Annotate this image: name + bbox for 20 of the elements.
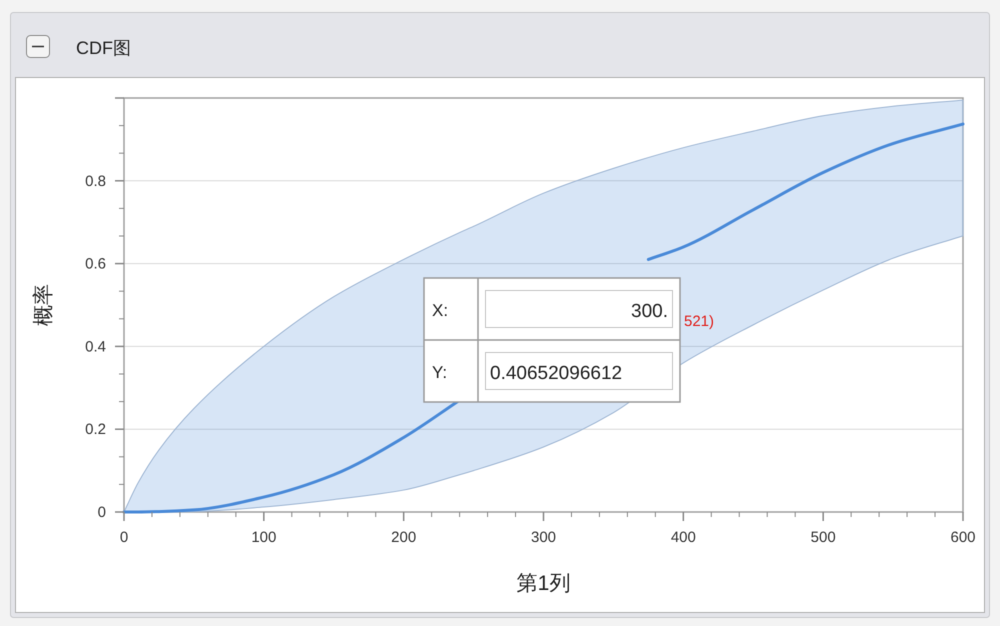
y-tick-label: 0.6 xyxy=(85,256,106,273)
y-axis-title: 概率 xyxy=(32,284,55,326)
y-tick-label: 0.2 xyxy=(85,421,106,438)
x-tick-label: 500 xyxy=(810,529,836,546)
x-tick-label: 200 xyxy=(391,529,416,546)
y-tick-label: 0 xyxy=(98,504,106,521)
annotation: Y: xyxy=(432,363,448,382)
x-axis-title: 第1列 xyxy=(516,572,570,595)
y-tick-label: 0.4 xyxy=(85,338,106,356)
annotation: 0.40652096612 xyxy=(490,363,622,384)
annotation: X: xyxy=(432,301,448,320)
annotation: 300. xyxy=(631,301,668,322)
annotation: 521) xyxy=(684,313,714,330)
chart-title: CDF图 xyxy=(76,38,131,58)
x-tick-label: 600 xyxy=(950,529,976,546)
y-tick-label: 0.8 xyxy=(85,172,106,190)
x-tick-label: 0 xyxy=(120,529,128,546)
x-tick-label: 300 xyxy=(530,529,556,546)
x-tick-label: 100 xyxy=(251,529,276,546)
x-tick-label: 400 xyxy=(670,529,696,546)
